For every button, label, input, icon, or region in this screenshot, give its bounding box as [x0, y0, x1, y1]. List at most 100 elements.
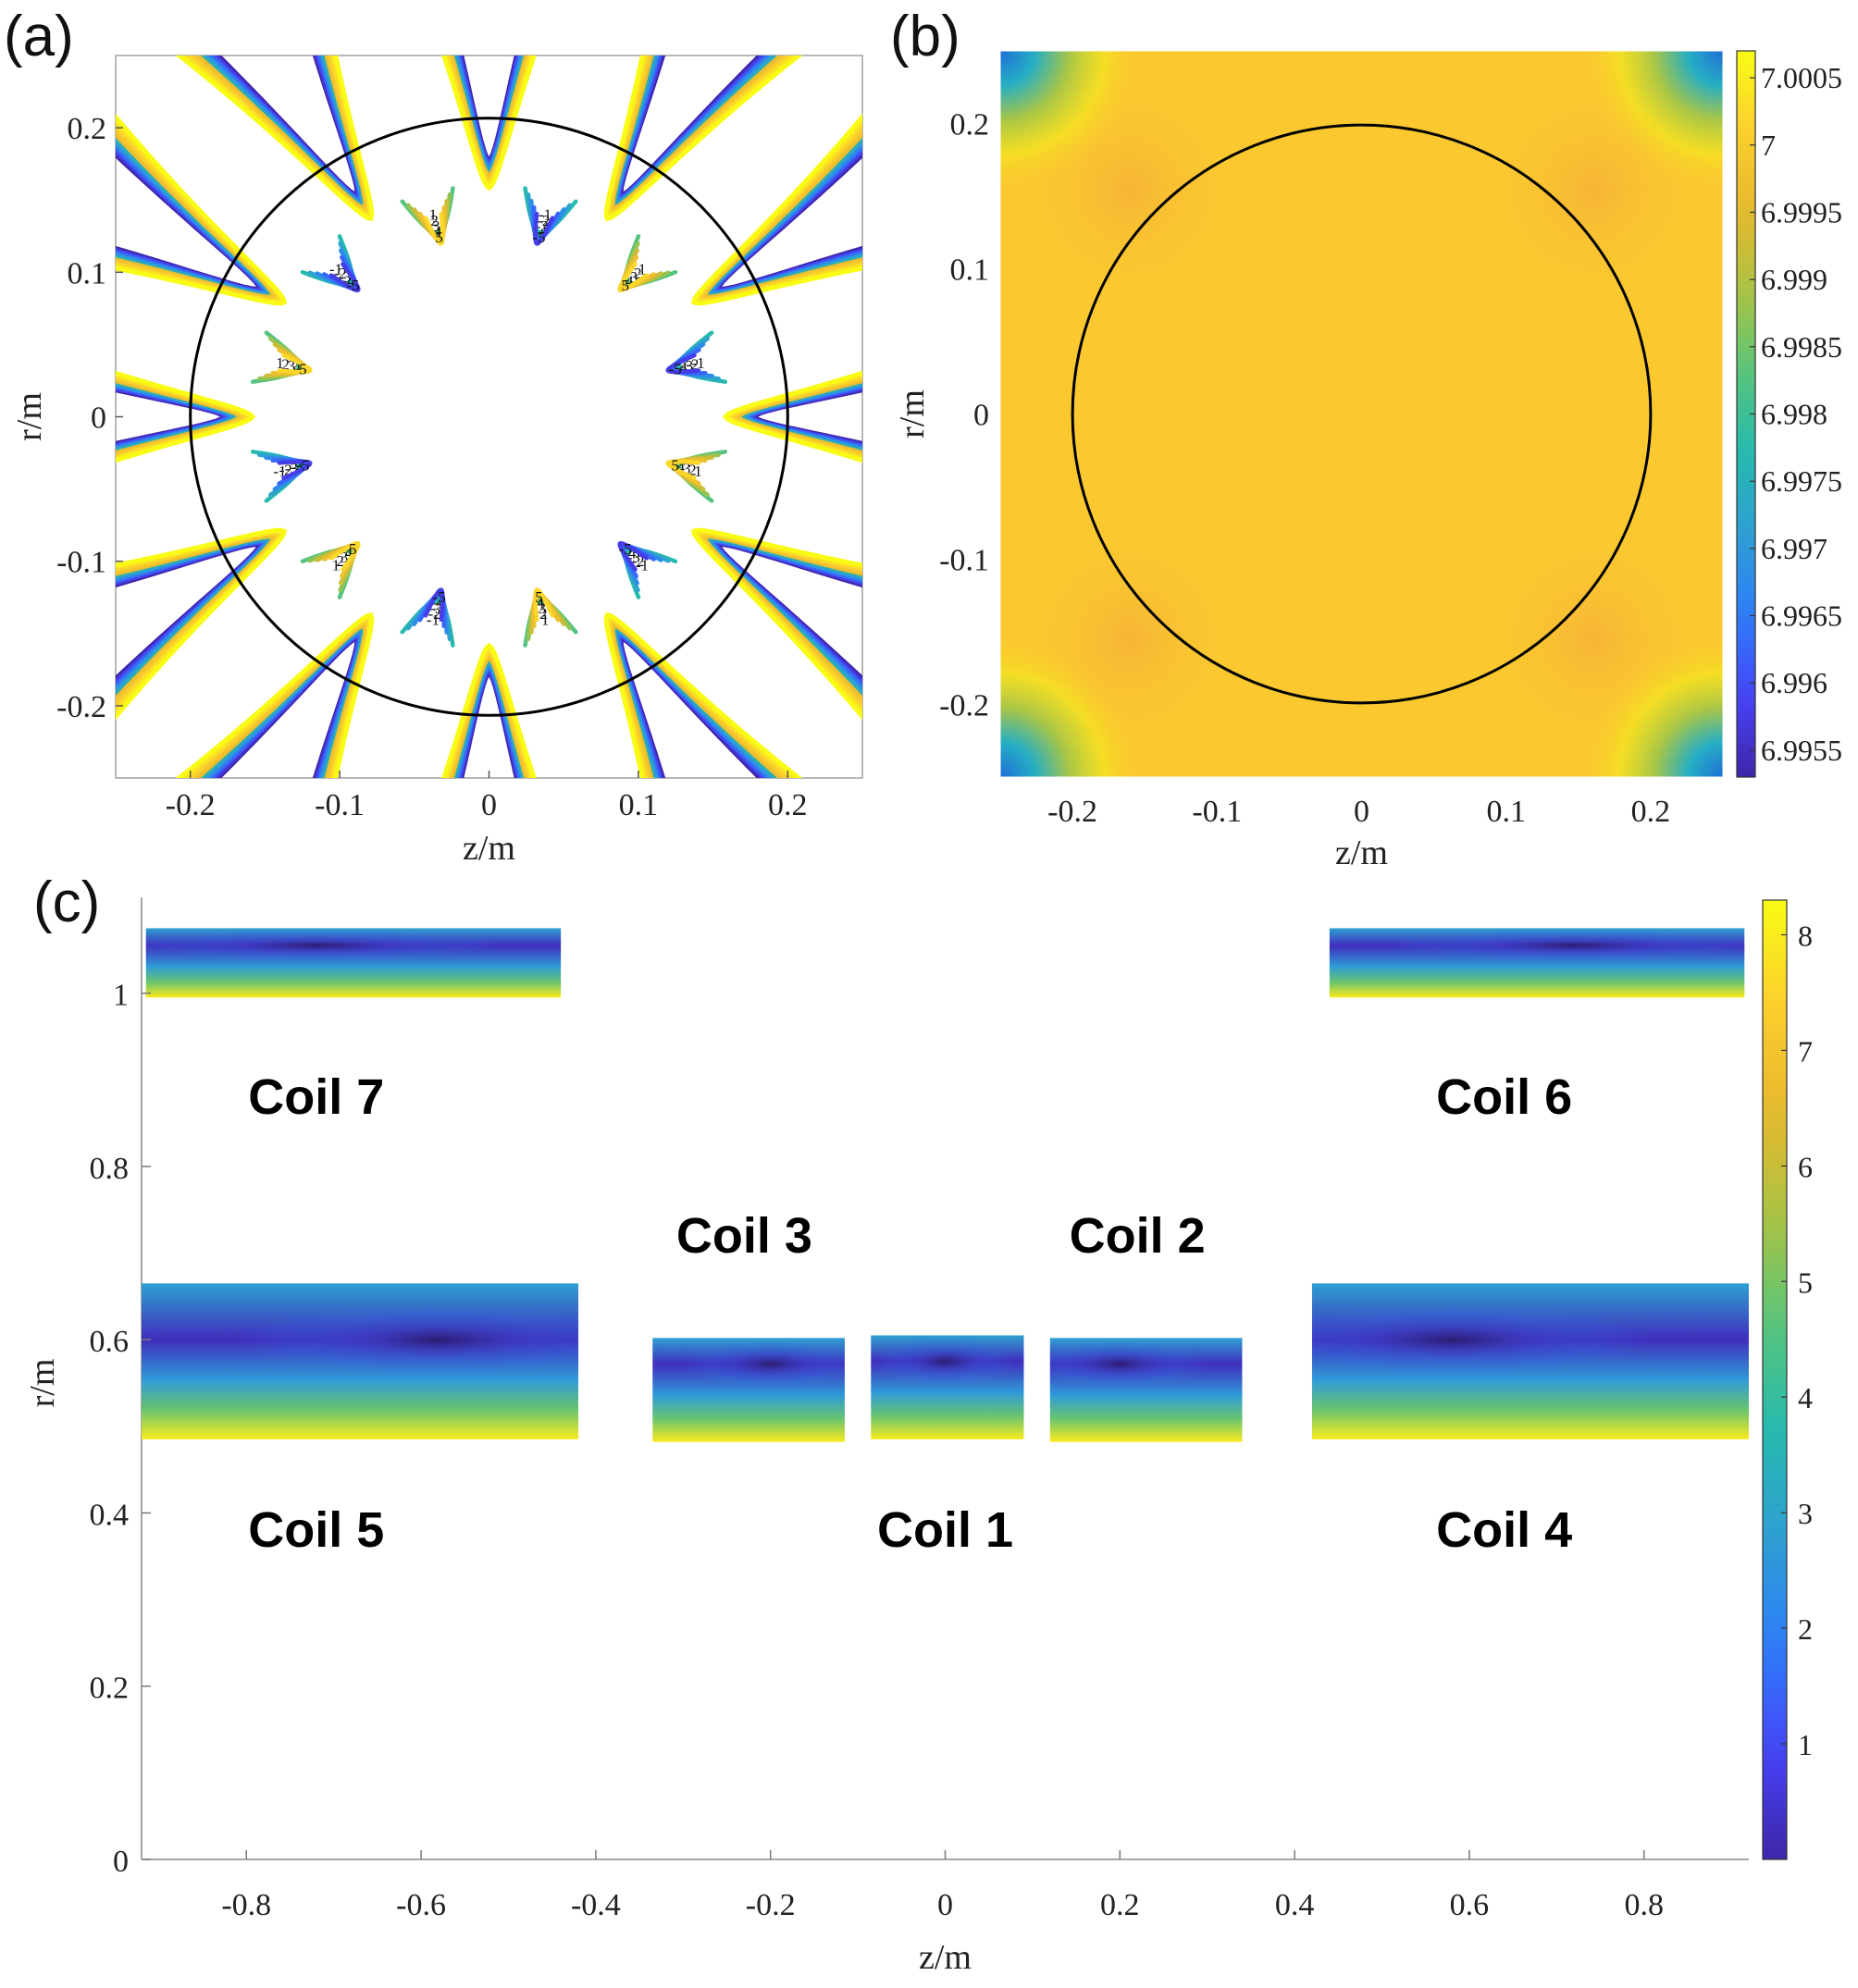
contour-label: -5 [346, 277, 359, 294]
contour-label: -1 [691, 354, 704, 372]
y-tick-label-c: 1 [113, 979, 129, 1013]
coil-field-core [876, 1338, 1014, 1385]
colorbar-tick-label-c: 4 [1798, 1381, 1813, 1414]
contour-line [533, 587, 555, 623]
x-tick-label-c: 0.6 [1450, 1888, 1490, 1922]
contour-line [441, 56, 537, 191]
contour-label: 4 [677, 458, 686, 475]
y-tick-label-c: 0.8 [90, 1152, 130, 1186]
coil-label: Coil 6 [1436, 1069, 1572, 1125]
y-tick-label-b: 0 [973, 399, 989, 433]
contour-label: 1 [332, 557, 341, 574]
contour-label: -1 [273, 463, 286, 480]
contour-label: 4 [626, 273, 634, 290]
contour-line [665, 352, 701, 375]
y-tick-label-a: 0.1 [68, 256, 107, 290]
contour-label: 4 [537, 594, 545, 611]
coil-label: Coil 1 [877, 1502, 1013, 1558]
contour-line [328, 262, 361, 293]
cusp-0: -1-2-3-4-5 [665, 330, 862, 463]
contour-label: -1 [636, 557, 649, 574]
panel-b: -0.2 -0.1 0 0.1 0.2 -0.2 -0.1 0 0.1 0.2 z/m r/m 7.00… [893, 50, 1842, 872]
cusp-60: -1-2-3-4-5 [523, 56, 803, 246]
contour-label: -1 [539, 206, 551, 224]
contour-label: -5 [433, 588, 446, 606]
x-tick-label-c: 0.4 [1275, 1888, 1315, 1922]
contour-line [603, 56, 803, 222]
contour-label: 1 [429, 206, 438, 224]
colorbar-tick-label-b: 6.9955 [1761, 734, 1842, 767]
coil-2 [1049, 1338, 1243, 1442]
y-tick-label-a: -0.1 [56, 546, 106, 580]
contour-line [722, 370, 862, 463]
contour-label: 2 [539, 605, 548, 623]
cusp-180: -1-2-3-4-5 [116, 370, 313, 503]
boundary-circle-b [1071, 123, 1653, 705]
contour-label: 2 [281, 355, 290, 373]
coil-field-core [242, 1305, 579, 1375]
coil-label: Coil 5 [248, 1502, 384, 1558]
y-tick-label-c: 0.4 [90, 1498, 130, 1532]
x-tick-label-b: -0.2 [1047, 795, 1097, 829]
y-tick-label-c: 0.6 [90, 1325, 130, 1359]
colorbar-tick-label-b: 6.996 [1761, 666, 1827, 699]
contour-line [328, 540, 361, 572]
x-tick-label-a: 0 [481, 788, 497, 822]
contour-label: 3 [683, 460, 691, 477]
coil-6 [1329, 928, 1745, 998]
contour-label: 1 [694, 463, 702, 480]
contour-label: 5 [535, 588, 543, 606]
colorbar-tick-label-b: 6.9975 [1761, 464, 1842, 498]
colorbar-tick-label-c: 1 [1798, 1728, 1813, 1761]
contour-line [116, 527, 288, 721]
contour-label: 5 [621, 277, 629, 294]
contour-label: 5 [435, 228, 443, 246]
colorbar-tick-label-c: 2 [1798, 1612, 1813, 1646]
coil-field-core [1387, 930, 1745, 961]
contour-line [175, 611, 375, 778]
y-tick-label-a: 0 [91, 401, 106, 436]
colorbar-tick-label-c: 6 [1798, 1150, 1813, 1183]
contour-line [277, 459, 313, 481]
cusp-300: -1-2-3-4-5 [603, 540, 803, 778]
panel-a: -1-2-3-4-512345-1-2-3-4-512345-1-2-3-4-5… [10, 55, 863, 868]
colorbar-tick-label-c: 3 [1798, 1497, 1813, 1530]
coil-label: Coil 4 [1436, 1502, 1572, 1558]
contour-line [423, 211, 445, 246]
coil-label: Coil 3 [676, 1208, 812, 1264]
x-axis-label-a: z/m [463, 829, 515, 868]
contour-label: 4 [434, 223, 442, 241]
y-tick-label-b: 0.2 [950, 108, 990, 142]
contour-label: 2 [430, 212, 439, 229]
plot-frame-b [999, 50, 1724, 778]
colorbar-tick-label-c: 7 [1798, 1034, 1813, 1068]
contour-line [116, 370, 256, 463]
contour-label: 4 [293, 359, 302, 377]
contour-line [116, 113, 288, 306]
contour-label: 1 [541, 611, 550, 628]
contour-line [175, 56, 375, 222]
coil-field-core [1049, 1340, 1207, 1388]
colorbar-tick-label-c: 8 [1798, 919, 1813, 952]
x-tick-label-b: 0.1 [1486, 795, 1526, 829]
contour-label: -1 [427, 611, 440, 628]
contour-label: 1 [638, 260, 647, 278]
colorbar-c [1762, 899, 1788, 1860]
contour-label: 4 [344, 544, 353, 562]
contour-line [277, 352, 313, 375]
x-tick-label-c: 0.2 [1100, 1888, 1140, 1922]
coil-field-core [1311, 1305, 1649, 1375]
contour-line [533, 211, 555, 246]
coil-7 [145, 928, 562, 998]
contour-group: -1-2-3-4-512345-1-2-3-4-512345-1-2-3-4-5… [116, 56, 862, 778]
x-tick-label-a: -0.2 [166, 788, 216, 822]
coil-label: Coil 7 [248, 1069, 384, 1125]
coil-field-core [684, 1340, 845, 1388]
colorbar-tick-label-b: 6.999 [1761, 263, 1827, 296]
contour-line [690, 113, 862, 306]
